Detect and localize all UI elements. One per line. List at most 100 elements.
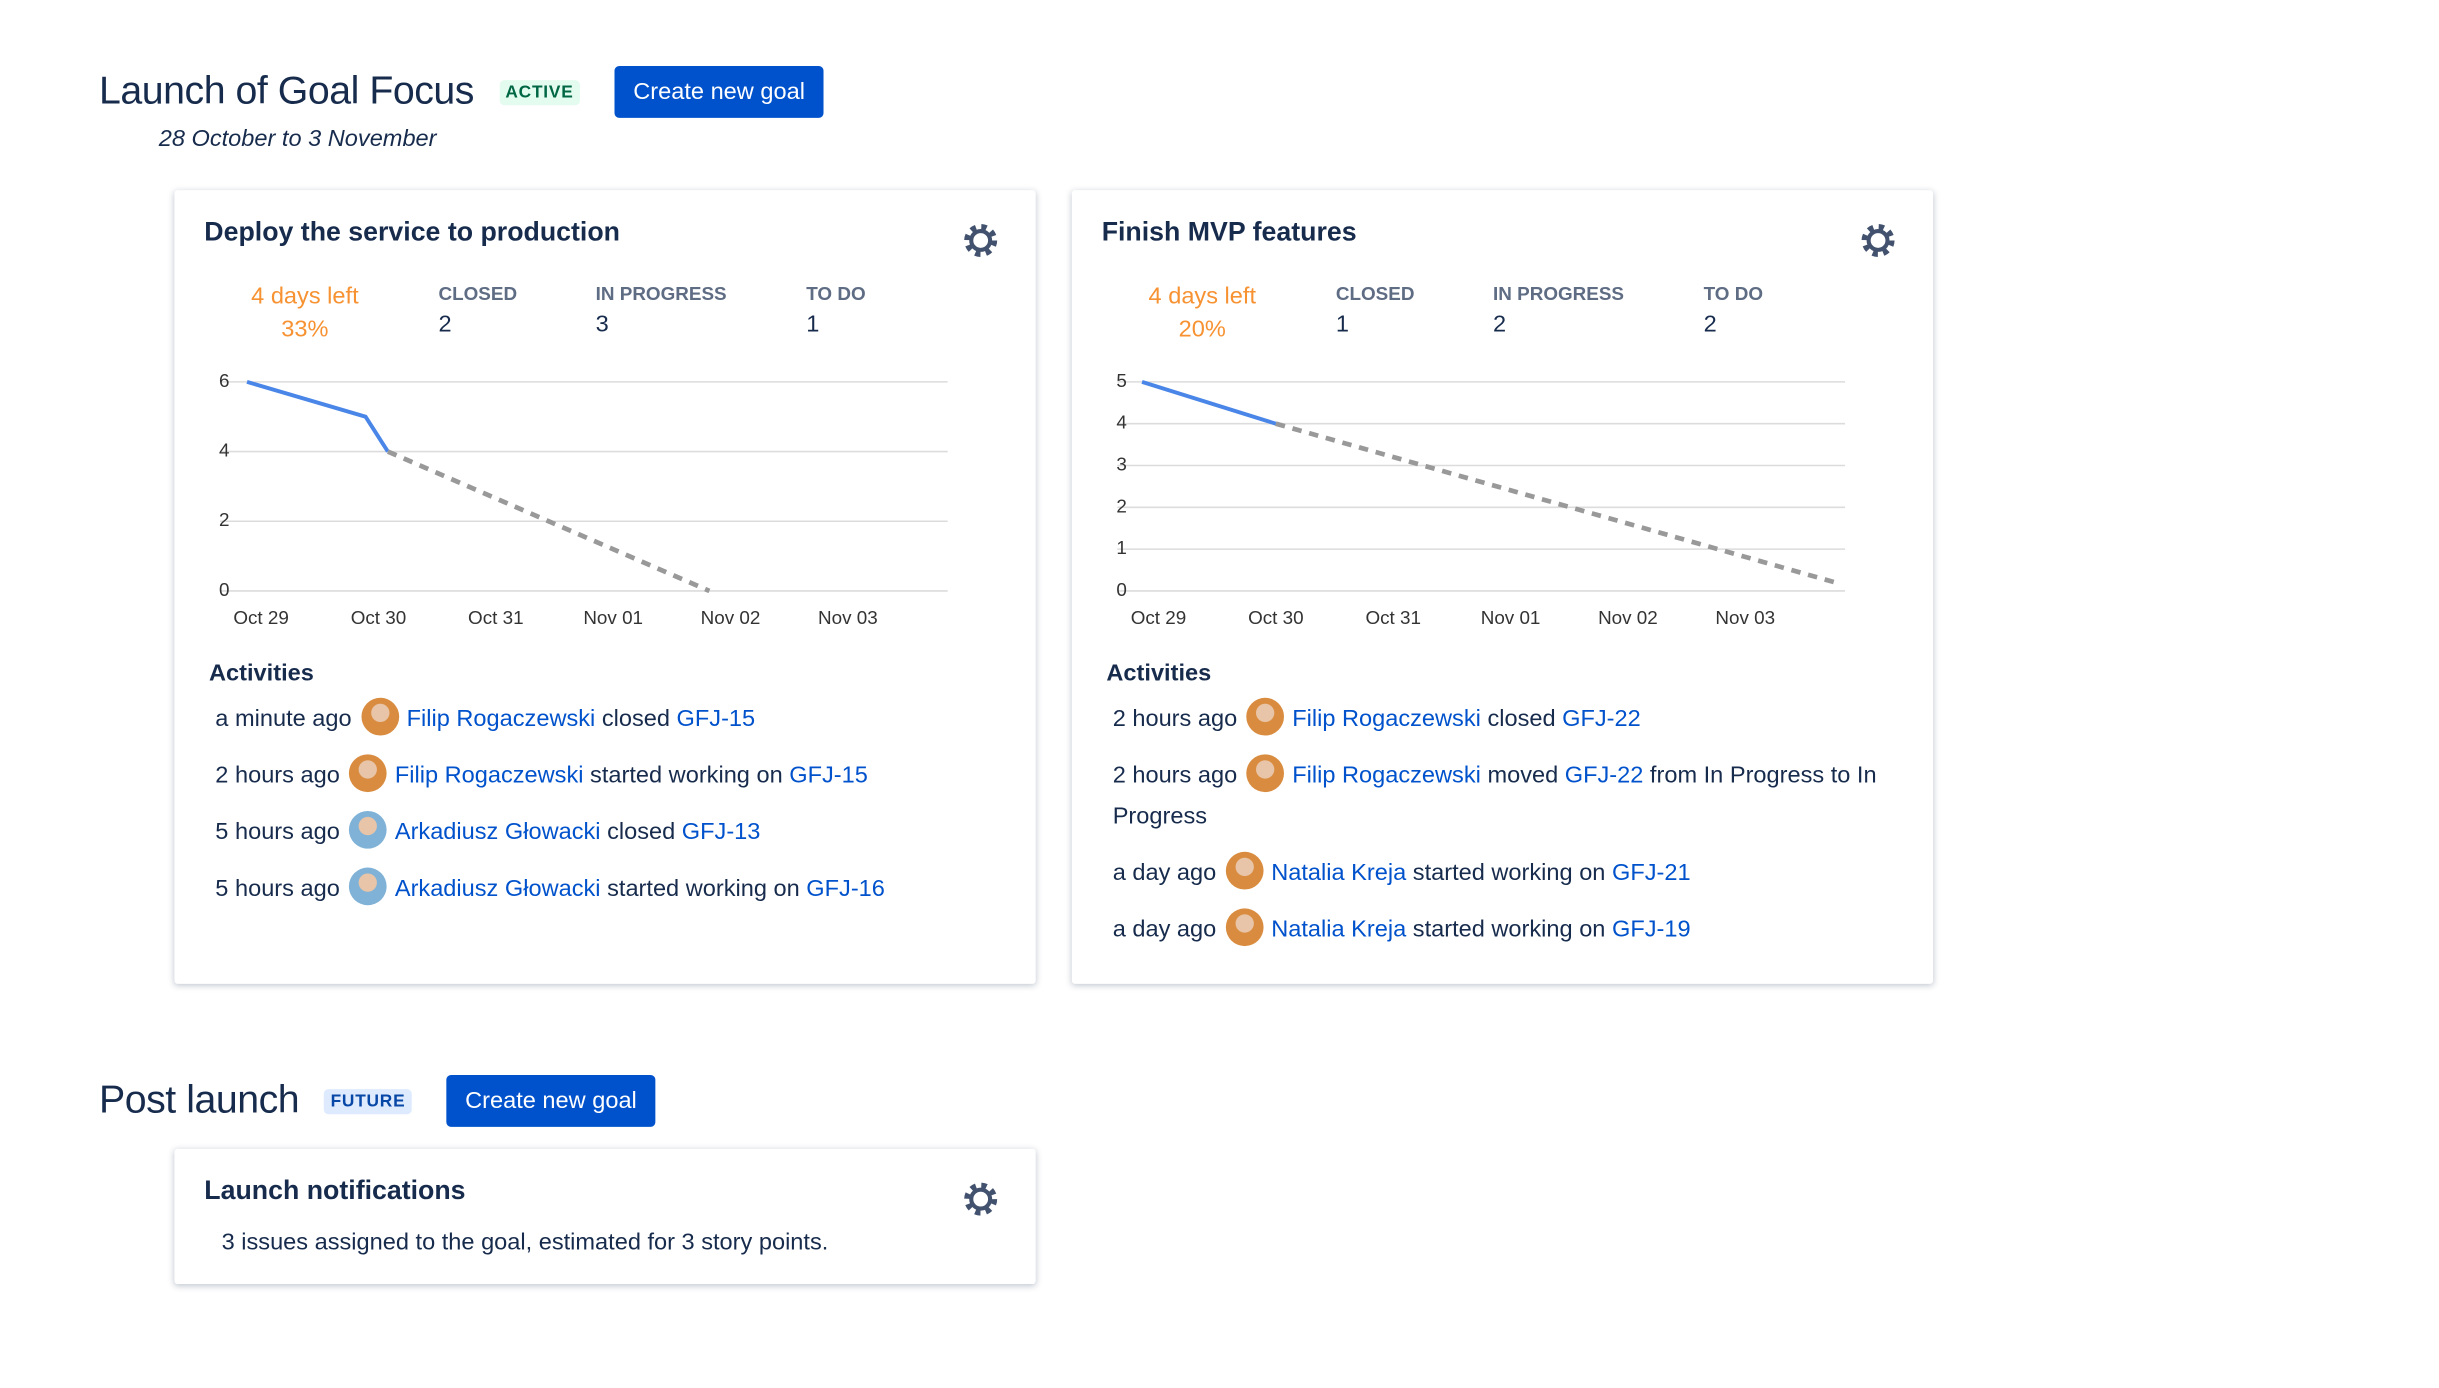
issue-link[interactable]: GFJ-22 xyxy=(1564,762,1644,789)
activities-title: Activities xyxy=(1106,660,1212,687)
burndown-line xyxy=(1275,421,1837,585)
percent-done: 20% xyxy=(1178,315,1226,343)
activity-action: closed xyxy=(601,705,670,733)
y-tick-label: 4 xyxy=(1116,412,1126,433)
stat-value: 3 xyxy=(595,311,609,338)
avatar xyxy=(1246,697,1285,736)
burndown-line xyxy=(246,380,390,453)
avatar xyxy=(1225,851,1264,890)
x-tick-label: Oct 31 xyxy=(1365,607,1421,628)
stat-label: IN PROGRESS xyxy=(1493,282,1625,305)
gear-teeth xyxy=(1861,223,1895,257)
goal-card: Deploy the service to production 4 days l… xyxy=(174,190,1036,984)
gear-ring xyxy=(1866,228,1890,252)
status-badge: ACTIVE xyxy=(499,79,580,105)
activity-time: a day ago xyxy=(1112,916,1217,943)
activity-row: 2 hours ago Filip Rogaczewski closed GFJ-… xyxy=(1113,697,1907,740)
activity-action: closed xyxy=(607,818,676,846)
issue-link[interactable]: GFJ-15 xyxy=(676,705,756,733)
gear-teeth xyxy=(964,1182,998,1216)
sprint-dates: 28 October to 3 November xyxy=(158,125,437,153)
user-link[interactable]: Arkadiusz Głowacki xyxy=(394,818,601,846)
activity-row: 2 hours ago Filip Rogaczewski moved GFJ-2… xyxy=(1112,754,1907,838)
x-tick-label: Oct 29 xyxy=(1131,607,1187,628)
goal-description: 3 issues assigned to the goal, estimated… xyxy=(221,1228,829,1256)
percent-done: 33% xyxy=(281,315,329,343)
create-goal-button[interactable]: Create new goal xyxy=(614,66,824,118)
gear-ring xyxy=(969,1187,993,1211)
activity-action: closed xyxy=(1487,705,1556,733)
activity-time: a minute ago xyxy=(215,705,352,733)
y-tick-label: 1 xyxy=(1116,537,1126,558)
stat-value: 1 xyxy=(806,311,820,338)
activity-action: moved xyxy=(1487,762,1559,789)
issue-link[interactable]: GFJ-16 xyxy=(806,875,885,903)
x-tick-label: Nov 02 xyxy=(701,607,761,628)
activities-title: Activities xyxy=(209,660,314,687)
x-tick-label: Nov 01 xyxy=(583,607,643,628)
settings-icon[interactable] xyxy=(962,222,1000,260)
x-tick-label: Nov 03 xyxy=(1715,607,1775,628)
x-tick-label: Nov 01 xyxy=(1481,607,1541,628)
activity-action: started working on xyxy=(590,762,783,789)
stat-value: 2 xyxy=(438,311,452,338)
y-tick-label: 3 xyxy=(1116,453,1126,474)
goal-card: Launch notifications 3 issues assigned to… xyxy=(174,1148,1036,1284)
user-link[interactable]: Natalia Kreja xyxy=(1271,916,1407,943)
issue-link[interactable]: GFJ-13 xyxy=(681,818,761,846)
create-goal-button[interactable]: Create new goal xyxy=(446,1074,656,1127)
stat-value: 1 xyxy=(1335,311,1349,338)
issue-link[interactable]: GFJ-19 xyxy=(1611,916,1691,943)
activity-row: 2 hours ago Filip Rogaczewski started wor… xyxy=(215,754,1009,797)
goal-card: Finish MVP features 4 days left 20% CLOSED 1… xyxy=(1071,190,1934,984)
stat-label: IN PROGRESS xyxy=(595,282,727,305)
avatar xyxy=(349,810,387,849)
settings-icon[interactable] xyxy=(962,1180,1000,1218)
stat-label: CLOSED xyxy=(1335,282,1415,305)
x-tick-label: Oct 31 xyxy=(468,607,524,628)
avatar xyxy=(1225,908,1264,947)
y-tick-label: 0 xyxy=(1116,579,1126,600)
activity-list: 2 hours ago Filip Rogaczewski closed GFJ-… xyxy=(1112,697,1907,966)
stat-label: CLOSED xyxy=(438,282,518,305)
y-tick-label: 6 xyxy=(219,370,229,391)
x-tick-label: Oct 30 xyxy=(351,607,407,628)
x-tick-label: Oct 30 xyxy=(1248,607,1304,628)
stat-label: TO DO xyxy=(1703,282,1763,305)
activity-action: started working on xyxy=(1412,916,1606,943)
activity-time: 2 hours ago xyxy=(215,762,340,789)
avatar xyxy=(349,867,387,906)
user-link[interactable]: Filip Rogaczewski xyxy=(1292,705,1481,733)
user-link[interactable]: Natalia Kreja xyxy=(1271,859,1407,887)
activity-time: 5 hours ago xyxy=(215,818,340,846)
y-tick-label: 5 xyxy=(1116,370,1126,391)
user-link[interactable]: Filip Rogaczewski xyxy=(1292,762,1481,789)
activity-row: a day ago Natalia Kreja started working o… xyxy=(1112,908,1907,951)
avatar xyxy=(1246,754,1285,793)
status-badge: FUTURE xyxy=(324,1088,412,1114)
activity-row: 5 hours ago Arkadiusz Głowacki started wo… xyxy=(215,867,1009,910)
user-link[interactable]: Filip Rogaczewski xyxy=(394,762,584,789)
issue-link[interactable]: GFJ-21 xyxy=(1611,859,1691,887)
activity-time: 2 hours ago xyxy=(1112,762,1238,789)
activity-action: started working on xyxy=(607,875,800,903)
burndown-chart: 0 2 4 6 Oct 29 Oct 30 Oct 31 Nov 01 Nov 02 Nov 03 xyxy=(219,370,948,628)
sprint-header: Post launch FUTURE Create new goal xyxy=(99,1074,656,1127)
activity-action: started working on xyxy=(1412,859,1606,887)
sprint-header: Launch of Goal Focus ACTIVE Create new goa… xyxy=(99,66,824,118)
activity-time: a day ago xyxy=(1112,859,1217,887)
issue-link[interactable]: GFJ-15 xyxy=(789,762,868,789)
goal-title: Deploy the service to production xyxy=(204,216,620,247)
user-link[interactable]: Filip Rogaczewski xyxy=(406,705,596,733)
burndown-chart: 0 1 2 3 4 5 Oct 29 Oct 30 Oct 31 Nov 01 Nov 02 Nov … xyxy=(1116,370,1846,628)
x-tick-label: Oct 29 xyxy=(233,607,289,628)
days-left: 4 days left xyxy=(251,282,359,310)
sprint-title: Launch of Goal Focus xyxy=(99,69,474,114)
issue-link[interactable]: GFJ-22 xyxy=(1562,705,1641,733)
settings-icon[interactable] xyxy=(1859,222,1897,260)
user-link[interactable]: Arkadiusz Głowacki xyxy=(394,875,601,903)
x-tick-label: Nov 02 xyxy=(1598,607,1658,628)
sprint-title: Post launch xyxy=(99,1078,300,1123)
days-left: 4 days left xyxy=(1148,282,1257,310)
activity-list: a minute ago Filip Rogaczewski closed GFJ… xyxy=(215,697,1009,925)
